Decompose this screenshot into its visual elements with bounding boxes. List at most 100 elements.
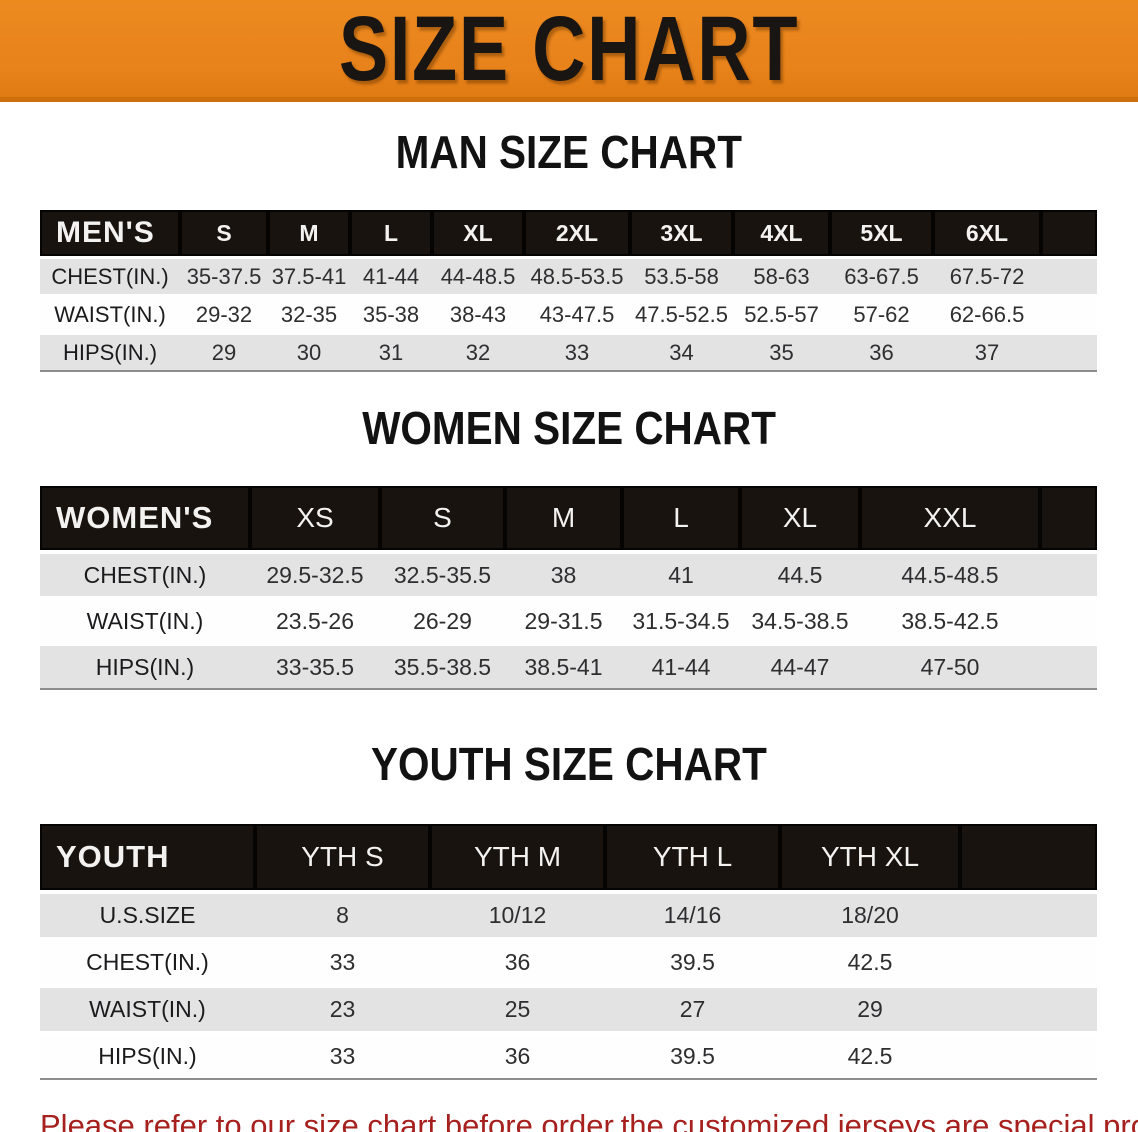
value-cell: 34 — [630, 332, 733, 371]
youth-section-heading: YOUTH SIZE CHART — [371, 738, 767, 790]
value-cell: 31 — [350, 332, 432, 371]
column-header-cell: 5XL — [830, 210, 933, 258]
value-cell — [1041, 332, 1097, 371]
row-label-cell: WAIST(IN.) — [40, 294, 180, 334]
value-cell: 62-66.5 — [933, 294, 1041, 334]
value-cell — [960, 890, 1097, 939]
column-header-cell: YTH M — [430, 824, 605, 892]
column-header-cell: S — [180, 210, 268, 258]
value-cell: 52.5-57 — [733, 294, 830, 334]
table-row: WAIST(IN.) 23 25 27 29 — [40, 984, 1097, 1033]
column-header-cell: S — [380, 486, 505, 552]
value-cell: 38-43 — [432, 294, 524, 334]
value-cell: 41-44 — [350, 256, 432, 296]
column-header-cell: YTH L — [605, 824, 780, 892]
column-header-cell: 6XL — [933, 210, 1041, 258]
disclaimer-line-1: Please refer to our size chart before or… — [40, 1108, 1138, 1132]
row-label-cell: HIPS(IN.) — [40, 332, 180, 371]
value-cell: 35-37.5 — [180, 256, 268, 296]
women-size-table: WOMEN'S XS S M L XL XXL CHEST(IN.) 29.5-32.5 32.5… — [40, 486, 1097, 690]
column-header-cell: M — [505, 486, 622, 552]
value-cell: 18/20 — [780, 890, 960, 939]
row-label-cell: CHEST(IN.) — [40, 550, 250, 598]
value-cell: 32-35 — [268, 294, 350, 334]
header-row: YOUTH YTH S YTH M YTH L YTH XL — [40, 824, 1097, 892]
value-cell: 39.5 — [605, 1031, 780, 1079]
table-row: WAIST(IN.) 23.5-26 26-29 29-31.5 31.5-34.5 34… — [40, 596, 1097, 644]
column-header-cell — [960, 824, 1097, 892]
value-cell: 23 — [255, 984, 430, 1033]
value-cell: 44-47 — [740, 642, 860, 689]
column-header-cell: 3XL — [630, 210, 733, 258]
value-cell: 63-67.5 — [830, 256, 933, 296]
value-cell: 32 — [432, 332, 524, 371]
value-cell: 29-31.5 — [505, 596, 622, 644]
banner: SIZE CHART — [0, 0, 1138, 102]
column-header-cell: M — [268, 210, 350, 258]
column-header-cell: XL — [432, 210, 524, 258]
value-cell: 37 — [933, 332, 1041, 371]
value-cell: 57-62 — [830, 294, 933, 334]
value-cell: 38.5-41 — [505, 642, 622, 689]
column-header-cell: L — [350, 210, 432, 258]
value-cell: 37.5-41 — [268, 256, 350, 296]
value-cell — [1040, 550, 1097, 598]
youth-size-table: YOUTH YTH S YTH M YTH L YTH XL U.S.SIZE 8 10/12… — [40, 824, 1097, 1080]
value-cell: 33 — [255, 1031, 430, 1079]
table-title-cell: MEN'S — [40, 210, 180, 258]
row-label-cell: HIPS(IN.) — [40, 642, 250, 689]
column-header-cell: YTH S — [255, 824, 430, 892]
value-cell — [1041, 294, 1097, 334]
value-cell: 14/16 — [605, 890, 780, 939]
value-cell: 47.5-52.5 — [630, 294, 733, 334]
column-header-cell — [1040, 486, 1097, 552]
value-cell: 38 — [505, 550, 622, 598]
value-cell: 33-35.5 — [250, 642, 380, 689]
value-cell: 33 — [255, 937, 430, 986]
value-cell: 48.5-53.5 — [524, 256, 630, 296]
header-row: WOMEN'S XS S M L XL XXL — [40, 486, 1097, 552]
value-cell: 36 — [430, 1031, 605, 1079]
table-row: WAIST(IN.) 29-32 32-35 35-38 38-43 43-47.5 47.… — [40, 294, 1097, 334]
page-title: SIZE CHART — [338, 0, 800, 100]
table-title-cell: YOUTH — [40, 824, 255, 892]
value-cell — [960, 937, 1097, 986]
value-cell — [960, 984, 1097, 1033]
value-cell: 25 — [430, 984, 605, 1033]
value-cell: 35.5-38.5 — [380, 642, 505, 689]
disclaimer: Please refer to our size chart before or… — [40, 1102, 1138, 1132]
value-cell: 38.5-42.5 — [860, 596, 1040, 644]
value-cell: 29 — [780, 984, 960, 1033]
value-cell: 44.5-48.5 — [860, 550, 1040, 598]
value-cell: 30 — [268, 332, 350, 371]
value-cell — [1040, 596, 1097, 644]
value-cell: 35-38 — [350, 294, 432, 334]
column-header-cell: XL — [740, 486, 860, 552]
value-cell: 31.5-34.5 — [622, 596, 740, 644]
men-size-table: MEN'S S M L XL 2XL 3XL 4XL 5XL 6XL CHEST(IN.) 35-37… — [40, 210, 1097, 372]
value-cell: 29-32 — [180, 294, 268, 334]
value-cell: 41-44 — [622, 642, 740, 689]
value-cell: 27 — [605, 984, 780, 1033]
table-title-cell: WOMEN'S — [40, 486, 250, 552]
men-section-heading: MAN SIZE CHART — [395, 126, 743, 178]
value-cell: 47-50 — [860, 642, 1040, 689]
women-section-heading: WOMEN SIZE CHART — [362, 402, 776, 454]
table-row: CHEST(IN.) 29.5-32.5 32.5-35.5 38 41 44.5 44.5… — [40, 550, 1097, 598]
header-row: MEN'S S M L XL 2XL 3XL 4XL 5XL 6XL — [40, 210, 1097, 258]
value-cell: 67.5-72 — [933, 256, 1041, 296]
column-header-cell — [1041, 210, 1097, 258]
value-cell — [1040, 642, 1097, 689]
value-cell: 10/12 — [430, 890, 605, 939]
column-header-cell: YTH XL — [780, 824, 960, 892]
table-row: HIPS(IN.) 33-35.5 35.5-38.5 38.5-41 41-44 44-… — [40, 642, 1097, 689]
value-cell: 58-63 — [733, 256, 830, 296]
table-row: HIPS(IN.) 33 36 39.5 42.5 — [40, 1031, 1097, 1079]
table-row: CHEST(IN.) 33 36 39.5 42.5 — [40, 937, 1097, 986]
value-cell: 36 — [430, 937, 605, 986]
row-label-cell: WAIST(IN.) — [40, 984, 255, 1033]
value-cell: 42.5 — [780, 1031, 960, 1079]
column-header-cell: 2XL — [524, 210, 630, 258]
column-header-cell: L — [622, 486, 740, 552]
value-cell: 29.5-32.5 — [250, 550, 380, 598]
